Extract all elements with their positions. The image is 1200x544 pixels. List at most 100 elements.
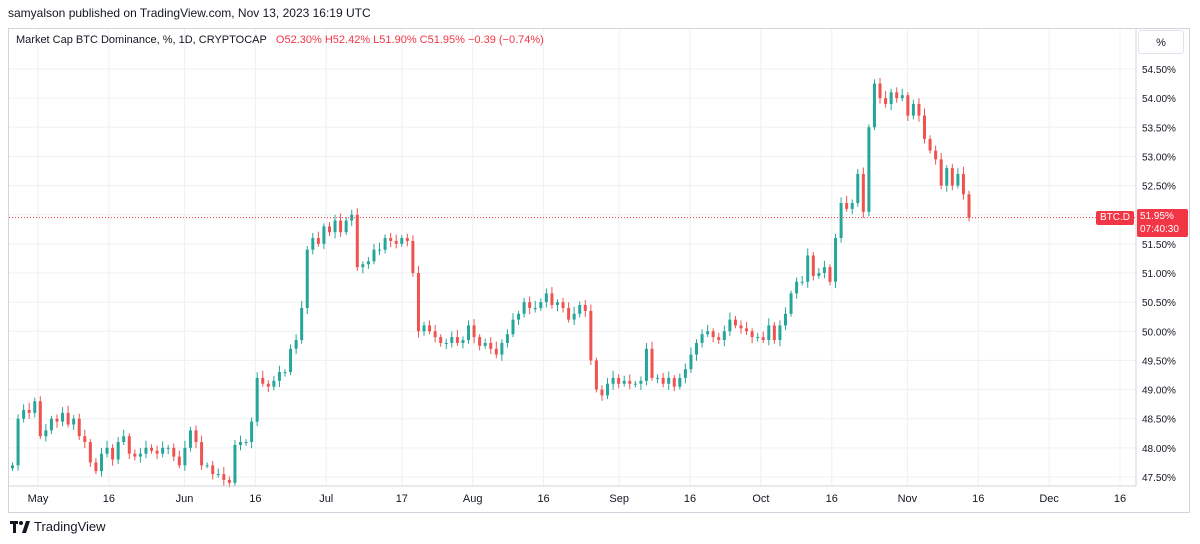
candlestick-series (11, 77, 971, 488)
chart-frame (8, 28, 1190, 513)
candle-body (644, 348, 648, 381)
candle-body (55, 418, 59, 422)
candle-body (116, 442, 120, 460)
candle-body (400, 238, 404, 244)
y-tick-label: 47.50% (1142, 473, 1176, 484)
candle-body (422, 325, 426, 332)
candle-body (934, 150, 938, 160)
candle-body (227, 479, 231, 483)
candle-body (611, 377, 615, 384)
candle-body (333, 220, 337, 233)
candle-body (661, 377, 665, 384)
candle-body (533, 307, 537, 309)
symbol-legend: Market Cap BTC Dominance, %, 1D, CRYPTOC… (16, 34, 544, 46)
x-tick-label: Jul (319, 493, 333, 505)
candle-body (316, 238, 320, 244)
candle-body (444, 342, 448, 344)
candle-body (745, 328, 749, 332)
x-tick-label: 16 (537, 493, 549, 505)
candle-body (783, 313, 787, 326)
legend-close: C51.95% (419, 34, 465, 46)
candle-body (428, 325, 432, 332)
candle-body (717, 337, 721, 341)
tradingview-logo-icon (10, 520, 30, 533)
candle-body (433, 331, 437, 338)
candle-body (494, 348, 498, 355)
x-tick-label: 16 (684, 493, 696, 505)
x-tick-label: Oct (752, 493, 769, 505)
candle-body (467, 325, 471, 341)
candle-body (22, 409, 26, 419)
candle-body (83, 436, 87, 443)
last-price-tag: 51.95% 07:40:30 (1137, 209, 1188, 237)
brand-footer[interactable]: TradingView (10, 519, 106, 534)
candle-body (878, 83, 882, 99)
candle-body (72, 418, 76, 425)
candle-body (923, 115, 927, 139)
candle-body (394, 240, 398, 244)
candle-body (928, 138, 932, 151)
brand-name: TradingView (34, 519, 106, 534)
candle-body (578, 305, 582, 314)
candle-body (667, 377, 671, 384)
candle-body (817, 273, 821, 276)
x-tick-label: Dec (1039, 493, 1059, 505)
candle-body (283, 372, 287, 374)
candle-body (172, 447, 176, 457)
candle-body (572, 313, 576, 320)
y-tick-label: 49.00% (1142, 386, 1176, 397)
candle-body (806, 255, 810, 282)
axes: 47.50% 48.00% 48.50% 49.00% 49.50% 50.00% 50.5… (9, 29, 1176, 505)
candle-body (133, 453, 137, 457)
candle-body (867, 127, 871, 212)
candle-body (550, 293, 554, 306)
x-tick-label: Jun (176, 493, 194, 505)
last-price-value: 51.95% (1140, 211, 1174, 222)
candle-body (695, 342, 699, 355)
candle-body (150, 447, 154, 451)
candle-body (111, 447, 115, 460)
candle-body (344, 220, 348, 233)
candle-body (967, 194, 971, 218)
candle-body (722, 331, 726, 341)
candle-body (795, 281, 799, 294)
symbol-price-tag: BTC.D (1096, 211, 1134, 225)
candle-body (884, 98, 888, 104)
candle-body (822, 267, 826, 273)
candle-body (845, 203, 849, 209)
candle-body (489, 342, 493, 349)
candle-body (305, 249, 309, 308)
x-tick-label: 16 (1114, 493, 1126, 505)
legend-high: H52.42% (324, 34, 371, 46)
candle-body (834, 238, 838, 282)
candle-body (211, 465, 215, 475)
candle-body (900, 95, 904, 99)
candle-body (61, 412, 65, 422)
candle-body (895, 92, 899, 99)
published-info: samyalson published on TradingView.com, … (8, 6, 371, 20)
candle-body (811, 255, 815, 276)
candle-body (127, 436, 131, 454)
candle-body (917, 103, 921, 116)
candle-body (505, 334, 509, 343)
candle-body (561, 302, 565, 308)
candle-body (200, 442, 204, 466)
candle-body (188, 430, 192, 448)
candle-body (544, 293, 548, 303)
candle-body (617, 377, 621, 384)
candle-body (950, 168, 954, 186)
candle-body (177, 456, 181, 466)
candle-body (839, 203, 843, 239)
scale-unit-button[interactable]: % (1138, 30, 1184, 54)
candle-body (628, 380, 632, 384)
candle-body (383, 238, 387, 250)
candle-body (861, 173, 865, 212)
x-tick-label: Aug (463, 493, 483, 505)
candle-body (728, 319, 732, 332)
candle-body (272, 380, 276, 387)
candle-body (250, 421, 254, 443)
candle-body (889, 92, 893, 104)
candle-body (706, 331, 710, 335)
candle-body (161, 447, 165, 454)
